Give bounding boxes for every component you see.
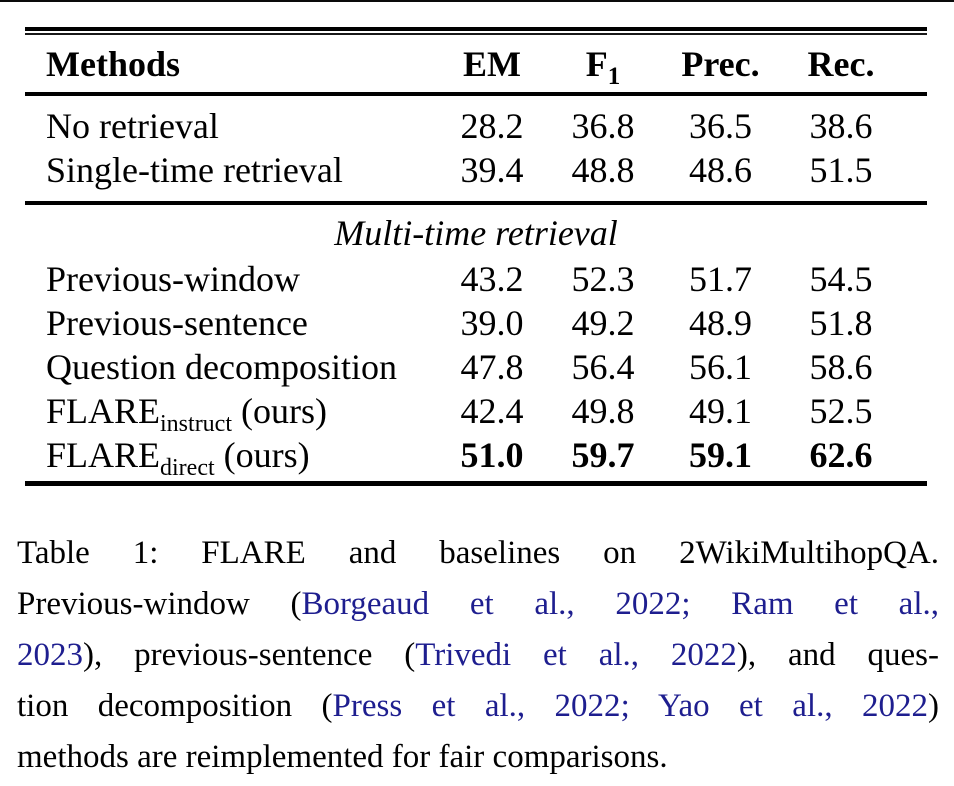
section-row: Multi-time retrieval xyxy=(25,201,927,257)
caption-line: 2023), previous-sentence (Trivedi et al.… xyxy=(17,630,939,681)
method-subscript: direct xyxy=(160,455,215,482)
cell-method: No retrieval xyxy=(46,106,219,146)
cell-rec: 51.5 xyxy=(809,150,873,190)
col-header-f1: F1 xyxy=(546,35,660,96)
caption-text: ), and ques- xyxy=(736,637,939,673)
cell-prec: 36.5 xyxy=(689,106,752,146)
table-row-flare-instruct: FLAREinstruct (ours) 42.4 49.8 49.1 52.5 xyxy=(25,389,927,436)
table-top-rule-thin-line xyxy=(25,31,927,35)
table-caption: Table 1: FLARE and baselines on 2WikiMul… xyxy=(17,528,939,783)
caption-line: methods are reimplemented for fair compa… xyxy=(17,732,939,783)
table-row-single-time-retrieval: Single-time retrieval 39.4 48.8 48.6 51.… xyxy=(25,148,927,203)
method-suffix: (ours) xyxy=(214,435,310,475)
cell-method: Single-time retrieval xyxy=(46,150,343,190)
col-header-prec: Prec. xyxy=(660,35,781,96)
cell-em: 43.2 xyxy=(460,259,524,299)
page-top-edge-line xyxy=(0,0,954,2)
citation-link-press-2022[interactable]: Press et al., 2022 xyxy=(332,688,621,724)
col-header-methods: Methods xyxy=(25,35,438,96)
results-table: Methods EM F1 Prec. Rec. No retrieval 28… xyxy=(25,35,927,486)
cell-prec: 48.6 xyxy=(689,150,752,190)
method-name: FLARE xyxy=(46,435,161,475)
col-header-em: EM xyxy=(438,35,546,96)
citation-link-yao-2022[interactable]: Yao et al., 2022 xyxy=(657,688,929,724)
cell-rec: 58.6 xyxy=(809,347,873,387)
cell-f1: 49.8 xyxy=(571,391,635,431)
cell-method: Previous-window xyxy=(46,259,300,299)
cell-f1: 56.4 xyxy=(571,347,635,387)
cell-rec: 54.5 xyxy=(809,259,873,299)
cell-rec: 51.8 xyxy=(809,303,873,343)
caption-text: Table 1: FLARE and baselines on 2WikiMul… xyxy=(17,535,939,571)
cell-rec: 52.5 xyxy=(809,391,873,431)
citation-link-ram-2023[interactable]: 2023 xyxy=(17,637,83,673)
caption-text: Previous-window ( xyxy=(17,586,302,622)
results-table-container: Methods EM F1 Prec. Rec. No retrieval 28… xyxy=(25,27,927,486)
citation-link-ram-2023[interactable]: Ram et al., xyxy=(731,586,939,622)
cell-prec: 49.1 xyxy=(689,391,752,431)
cell-em: 47.8 xyxy=(460,347,524,387)
cell-em: 39.4 xyxy=(460,150,524,190)
col-header-rec: Rec. xyxy=(781,35,927,96)
cell-prec: 51.7 xyxy=(689,259,752,299)
cell-em: 28.2 xyxy=(460,106,524,146)
citation-link-borgeaud-2022[interactable]: Borgeaud et al., 2022 xyxy=(301,586,682,622)
cell-rec: 62.6 xyxy=(809,435,873,475)
cell-method: FLAREdirect (ours) xyxy=(25,433,438,484)
cell-f1: 52.3 xyxy=(571,259,635,299)
table-top-rule xyxy=(25,27,927,35)
citation-separator: ; xyxy=(681,586,732,622)
table-row-flare-direct: FLAREdirect (ours) 51.0 59.7 59.1 62.6 xyxy=(25,433,927,484)
cell-f1: 36.8 xyxy=(571,106,635,146)
cell-prec: 59.1 xyxy=(689,435,752,475)
cell-method: Previous-sentence xyxy=(46,303,308,343)
caption-line: tion decomposition (Press et al., 2022; … xyxy=(17,681,939,732)
header-row: Methods EM F1 Prec. Rec. xyxy=(25,35,927,96)
cell-f1: 49.2 xyxy=(571,303,635,343)
table-row-no-retrieval: No retrieval 28.2 36.8 36.5 38.6 xyxy=(25,94,927,148)
method-name: FLARE xyxy=(46,391,161,431)
caption-text: methods are reimplemented for fair compa… xyxy=(17,739,668,775)
cell-f1: 48.8 xyxy=(571,150,635,190)
table-row-question-decomposition: Question decomposition 47.8 56.4 56.1 58… xyxy=(25,345,927,389)
cell-em: 51.0 xyxy=(460,435,524,475)
section-header-multi-time-retrieval: Multi-time retrieval xyxy=(25,201,927,257)
caption-line: Previous-window (Borgeaud et al., 2022; … xyxy=(17,579,939,630)
cell-em: 42.4 xyxy=(460,391,524,431)
cell-f1: 59.7 xyxy=(571,435,635,475)
f1-base: F xyxy=(585,43,608,84)
table-row-previous-sentence: Previous-sentence 39.0 49.2 48.9 51.8 xyxy=(25,301,927,345)
caption-line: Table 1: FLARE and baselines on 2WikiMul… xyxy=(17,528,939,579)
method-suffix: (ours) xyxy=(232,391,327,431)
method-subscript: instruct xyxy=(160,411,233,438)
cell-method: FLAREinstruct (ours) xyxy=(25,389,438,436)
citation-link-trivedi-2022[interactable]: Trivedi et al., 2022 xyxy=(415,637,737,673)
cell-em: 39.0 xyxy=(460,303,524,343)
cell-method: Question decomposition xyxy=(46,347,397,387)
caption-text: ), previous-sentence ( xyxy=(83,637,416,673)
cell-prec: 56.1 xyxy=(689,347,752,387)
table-row-previous-window: Previous-window 43.2 52.3 51.7 54.5 xyxy=(25,257,927,301)
caption-text: tion decomposition ( xyxy=(17,688,333,724)
f1-subscript: 1 xyxy=(607,62,621,90)
cell-prec: 48.9 xyxy=(689,303,752,343)
citation-separator: ; xyxy=(620,688,658,724)
caption-text: ) xyxy=(928,688,940,724)
cell-rec: 38.6 xyxy=(809,106,873,146)
